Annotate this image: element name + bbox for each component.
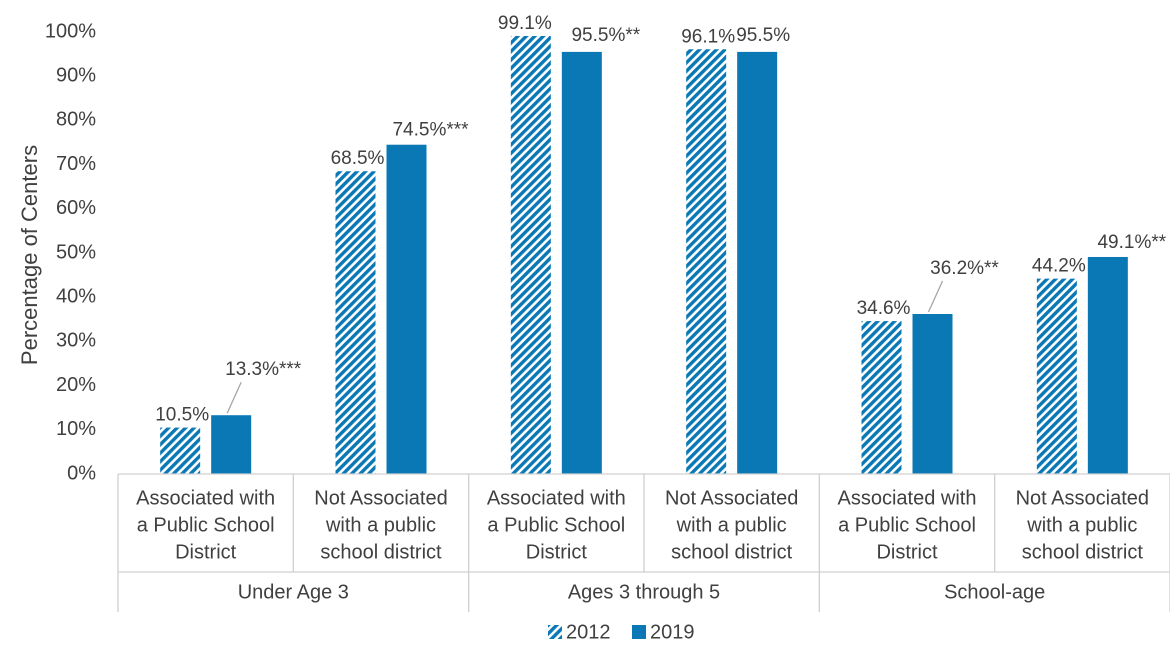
data-label-2019-5: 36.2%** <box>930 258 999 279</box>
data-label-2012-1: 10.5% <box>155 405 209 426</box>
category-label-line: with a public <box>676 514 787 536</box>
category-label-line: school district <box>320 541 442 563</box>
category-label-line: a Public School <box>838 514 976 536</box>
bars: 10.5% 68.5% 99.1% 96.1% 34.6% 44.2% 13.3%*** 74… <box>155 13 1167 475</box>
bar-2012-5 <box>861 321 902 474</box>
category-label-line: Associated with <box>487 487 626 509</box>
x-axis <box>117 473 1170 612</box>
data-label-2019-3: 95.5%** <box>571 25 640 46</box>
category-label-line: a Public School <box>487 514 625 536</box>
bar-2012-6 <box>1036 278 1077 474</box>
data-label-2019-4: 95.5% <box>736 25 790 46</box>
y-tick-label: 100% <box>45 20 96 42</box>
category-label-line: school district <box>1022 541 1144 563</box>
group-label: Under Age 3 <box>238 581 349 603</box>
group-label: School-age <box>944 581 1045 603</box>
bar-2012-3 <box>510 35 551 475</box>
category-label-line: with a public <box>325 514 436 536</box>
bar-2012-4 <box>686 49 727 474</box>
y-tick-label: 70% <box>56 153 96 175</box>
data-label-2019-6: 49.1%** <box>1097 232 1166 253</box>
y-axis-title: Percentage of Centers <box>17 145 42 365</box>
legend: 2012 2019 <box>548 621 695 643</box>
y-axis-ticks: 0% 10% 20% 30% 40% 50% 60% 70% 80% 90% 100% <box>45 20 96 484</box>
category-label-line: District <box>876 541 938 563</box>
y-tick-label: 80% <box>56 109 96 131</box>
bar-2012-1 <box>160 427 201 474</box>
y-tick-label: 20% <box>56 374 96 396</box>
data-label-2012-5: 34.6% <box>857 298 911 319</box>
y-tick-label: 30% <box>56 330 96 352</box>
bar-2019-6 <box>1087 256 1128 474</box>
data-label-2012-6: 44.2% <box>1032 256 1086 277</box>
data-label-2019-2: 74.5%*** <box>392 120 469 141</box>
category-label-line: District <box>175 541 237 563</box>
y-tick-label: 60% <box>56 197 96 219</box>
category-label-line: District <box>526 541 588 563</box>
label-leader-line <box>226 381 242 414</box>
category-label-line: Associated with <box>838 487 977 509</box>
data-label-2012-4: 96.1% <box>681 26 735 47</box>
category-label-line: Associated with <box>136 487 275 509</box>
bar-2019-4 <box>737 51 778 474</box>
bar-2019-2 <box>386 144 427 474</box>
category-labels: Associated with a Public School District No… <box>136 487 1149 603</box>
category-label-line: school district <box>671 541 793 563</box>
data-label-2012-2: 68.5% <box>331 148 385 169</box>
legend-swatch-2012 <box>548 625 562 639</box>
y-tick-label: 0% <box>67 462 96 484</box>
category-label-line: a Public School <box>137 514 275 536</box>
category-label-line: Not Associated <box>314 487 447 509</box>
y-tick-label: 40% <box>56 285 96 307</box>
category-label-line: Not Associated <box>1016 487 1149 509</box>
category-label-line: Not Associated <box>665 487 798 509</box>
bar-2019-1 <box>211 415 252 474</box>
bar-2019-3 <box>561 51 602 474</box>
label-leader-line <box>927 280 944 313</box>
group-label: Ages 3 through 5 <box>568 581 720 603</box>
y-tick-label: 90% <box>56 64 96 86</box>
data-label-2012-3: 99.1% <box>498 13 552 34</box>
legend-label-2019: 2019 <box>650 621 695 643</box>
legend-swatch-2019 <box>632 625 646 639</box>
bar-2019-5 <box>912 313 953 474</box>
legend-label-2012: 2012 <box>566 621 611 643</box>
data-label-2019-1: 13.3%*** <box>225 359 302 380</box>
y-tick-label: 10% <box>56 418 96 440</box>
y-tick-label: 50% <box>56 241 96 263</box>
category-label-line: with a public <box>1026 514 1137 536</box>
bar-2012-2 <box>335 171 376 475</box>
